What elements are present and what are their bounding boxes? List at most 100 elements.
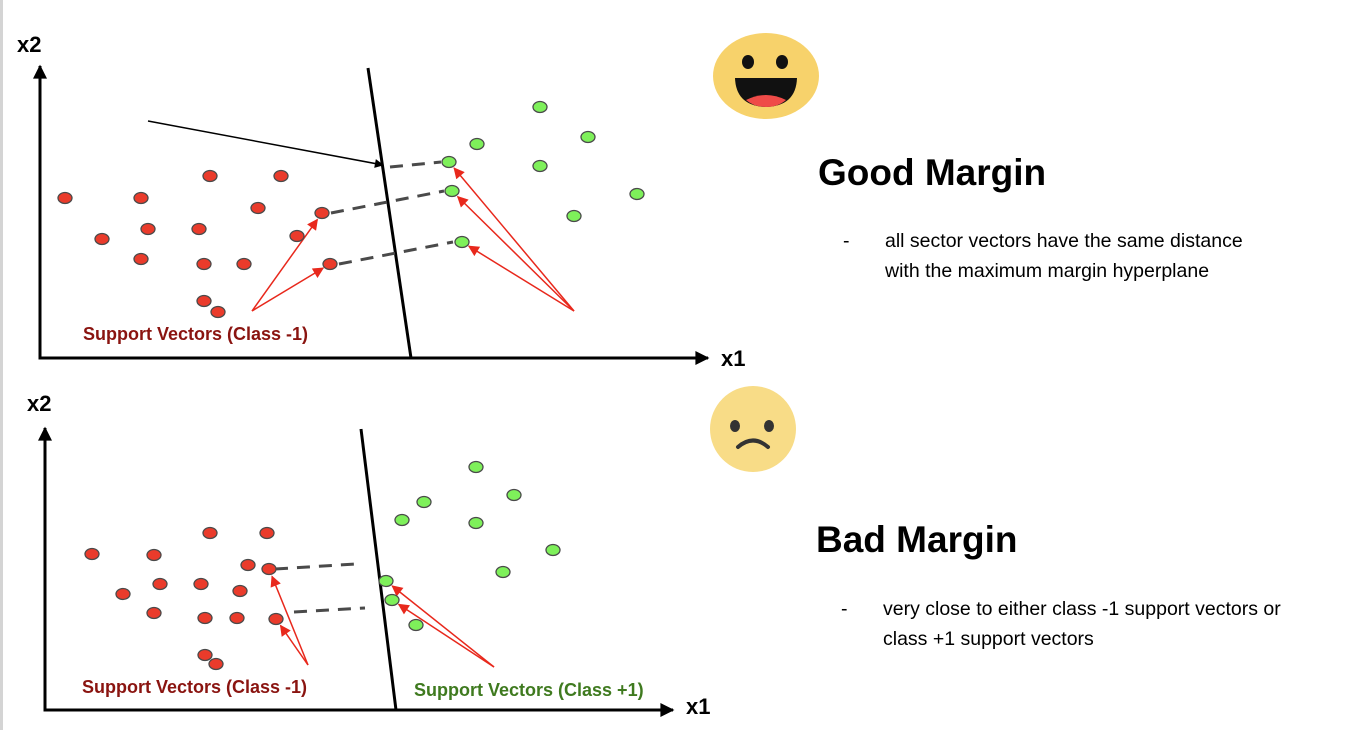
image-left-border xyxy=(0,0,3,730)
class-neg-point xyxy=(146,548,162,562)
good-margin-line-2: with the maximum margin hyperplane xyxy=(885,260,1210,282)
good-margin-title: Good Margin xyxy=(818,152,1047,193)
x2-axis-label: x2 xyxy=(27,391,51,416)
margin-distance-dash xyxy=(274,562,357,571)
bullet-dash: - xyxy=(841,598,848,620)
class-neg-point xyxy=(84,547,100,561)
class-neg-point xyxy=(146,606,162,620)
bad-margin-description: very close to either class -1 support ve… xyxy=(883,594,1281,654)
class-neg-point xyxy=(259,526,275,540)
good-margin-panel: Good Margin xyxy=(818,152,1046,194)
hyperplane-line xyxy=(359,428,398,711)
class-neg-point xyxy=(202,526,218,540)
x1-axis-label: x1 xyxy=(686,694,710,719)
class-pos-point xyxy=(468,460,484,474)
class-pos-point xyxy=(468,516,484,530)
class-pos-point xyxy=(408,618,424,632)
bad-margin-title: Bad Margin xyxy=(816,519,1018,560)
support-vector-pointer xyxy=(251,267,325,312)
sad-face-icon xyxy=(710,386,796,472)
chart-bad-margin: x1 x2 Support Vectors (Class -1) Support Ve… xyxy=(27,391,710,719)
happy-face-icon xyxy=(713,33,819,119)
support-vectors-pos-label: Support Vectors (Class +1) xyxy=(414,680,644,700)
happy-face-bg xyxy=(713,33,819,119)
margin-distance-dash xyxy=(293,606,366,614)
margin-distance-dash xyxy=(389,160,442,169)
support-vector-pointer xyxy=(251,218,318,312)
class-neg-point xyxy=(232,584,248,598)
class-pos-point xyxy=(532,100,548,114)
class-pos-point xyxy=(469,137,485,151)
class-pos-point xyxy=(532,159,548,173)
class-neg-point xyxy=(236,257,252,271)
support-vector-pointer xyxy=(456,195,575,312)
class-pos-point xyxy=(378,574,394,588)
class-neg-point xyxy=(273,169,289,183)
class-pos-point xyxy=(441,155,457,169)
happy-face-tongue xyxy=(746,95,786,107)
sad-face-eye-left xyxy=(730,420,740,432)
class-neg-point xyxy=(133,252,149,266)
support-vector-pointer xyxy=(467,245,575,312)
class-pos-point xyxy=(545,543,561,557)
bad-margin-panel: Bad Margin xyxy=(816,519,1017,561)
class-neg-point xyxy=(115,587,131,601)
class-neg-point xyxy=(94,232,110,246)
class-pos-point xyxy=(566,209,582,223)
class-neg-point xyxy=(140,222,156,236)
class-neg-point xyxy=(57,191,73,205)
x1-axis-label: x1 xyxy=(721,346,745,371)
support-vector-pointer xyxy=(270,575,309,666)
support-vectors-neg-label: Support Vectors (Class -1) xyxy=(83,324,308,344)
class-neg-point xyxy=(322,257,338,271)
class-neg-point xyxy=(240,558,256,572)
margin-distance-dash xyxy=(338,240,454,266)
good-margin-line-1: all sector vectors have the same distanc… xyxy=(885,230,1243,252)
support-vector-pointer xyxy=(391,585,495,668)
class-neg-point xyxy=(193,577,209,591)
class-neg-point xyxy=(261,562,277,576)
class-neg-point xyxy=(250,201,266,215)
class-neg-point xyxy=(289,229,305,243)
bullet-dash: - xyxy=(843,230,850,252)
support-vector-pointer xyxy=(453,167,575,312)
support-vector-pointer xyxy=(397,603,495,668)
class-pos-point xyxy=(394,513,410,527)
class-pos-point xyxy=(506,488,522,502)
class-neg-point xyxy=(197,648,213,662)
bad-margin-line-1: very close to either class -1 support ve… xyxy=(883,598,1281,620)
class-pos-point xyxy=(629,187,645,201)
class-pos-point xyxy=(384,593,400,607)
class-neg-point xyxy=(268,612,284,626)
x2-axis-label: x2 xyxy=(17,32,41,57)
class-neg-point xyxy=(314,206,330,220)
class-neg-point xyxy=(202,169,218,183)
sad-face-mouth xyxy=(736,438,770,449)
good-margin-description: all sector vectors have the same distanc… xyxy=(885,226,1243,286)
class-neg-point xyxy=(196,294,212,308)
class-neg-point xyxy=(196,257,212,271)
class-neg-point xyxy=(197,611,213,625)
class-neg-point xyxy=(133,191,149,205)
class-pos-point xyxy=(454,235,470,249)
margin-distance-dash xyxy=(330,189,445,215)
chart-good-margin: x1 x2 Support Vectors (Class -1) xyxy=(17,32,745,371)
bad-margin-line-2: class +1 support vectors xyxy=(883,628,1094,650)
class-neg-point xyxy=(152,577,168,591)
class-neg-point xyxy=(208,657,224,671)
class-neg-point xyxy=(191,222,207,236)
class-pos-point xyxy=(444,184,460,198)
hyperplane-line xyxy=(366,67,413,359)
class-neg-point xyxy=(210,305,226,319)
class-neg-point xyxy=(229,611,245,625)
class-pos-point xyxy=(495,565,511,579)
class-pos-point xyxy=(416,495,432,509)
class-pos-point xyxy=(580,130,596,144)
sad-face-eye-right xyxy=(764,420,774,432)
support-vector-pointer xyxy=(279,624,309,666)
margin-pointer-arrow xyxy=(147,120,384,168)
support-vectors-neg-label: Support Vectors (Class -1) xyxy=(82,677,307,697)
happy-face-eye-right xyxy=(776,55,788,69)
happy-face-eye-left xyxy=(742,55,754,69)
